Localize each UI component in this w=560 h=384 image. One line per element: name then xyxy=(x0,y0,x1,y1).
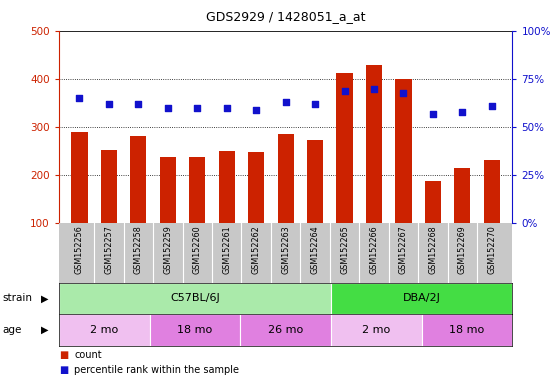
Text: GSM152258: GSM152258 xyxy=(134,225,143,274)
Text: 2 mo: 2 mo xyxy=(362,325,390,335)
Text: GSM152257: GSM152257 xyxy=(104,225,113,274)
Text: GSM152261: GSM152261 xyxy=(222,225,231,273)
Point xyxy=(104,101,113,107)
Point xyxy=(75,95,84,101)
Bar xyxy=(150,314,240,346)
Text: ■: ■ xyxy=(59,366,68,376)
Bar xyxy=(484,160,500,271)
Bar xyxy=(160,157,176,271)
Point xyxy=(458,109,467,115)
Point xyxy=(193,105,202,111)
Text: age: age xyxy=(3,325,22,335)
Point xyxy=(311,101,320,107)
Bar xyxy=(189,157,206,271)
Text: 18 mo: 18 mo xyxy=(178,325,212,335)
Text: percentile rank within the sample: percentile rank within the sample xyxy=(74,366,240,376)
Point xyxy=(164,105,172,111)
Text: GSM152262: GSM152262 xyxy=(251,225,260,274)
Text: GSM152265: GSM152265 xyxy=(340,225,349,274)
Text: ▶: ▶ xyxy=(41,325,48,335)
Bar xyxy=(425,181,441,271)
Point xyxy=(370,86,379,92)
Text: 2 mo: 2 mo xyxy=(90,325,118,335)
Text: GSM152256: GSM152256 xyxy=(75,225,84,274)
Bar xyxy=(248,152,264,271)
Bar xyxy=(59,314,150,346)
Point xyxy=(134,101,143,107)
Bar xyxy=(337,73,353,271)
Text: GSM152259: GSM152259 xyxy=(164,225,172,274)
Text: GSM152267: GSM152267 xyxy=(399,225,408,274)
Text: GDS2929 / 1428051_a_at: GDS2929 / 1428051_a_at xyxy=(206,10,365,23)
Text: 26 mo: 26 mo xyxy=(268,325,303,335)
Bar xyxy=(101,150,117,271)
Point xyxy=(399,89,408,96)
Bar xyxy=(307,140,323,271)
Text: strain: strain xyxy=(3,293,33,303)
Text: GSM152260: GSM152260 xyxy=(193,225,202,273)
Bar xyxy=(331,314,422,346)
Text: GSM152266: GSM152266 xyxy=(370,225,379,273)
Text: count: count xyxy=(74,350,102,360)
Bar xyxy=(395,79,412,271)
Bar xyxy=(366,65,382,271)
Text: GSM152270: GSM152270 xyxy=(487,225,496,274)
Text: ■: ■ xyxy=(59,350,68,360)
Bar xyxy=(331,283,512,314)
Text: GSM152269: GSM152269 xyxy=(458,225,467,274)
Bar xyxy=(59,283,331,314)
Text: GSM152263: GSM152263 xyxy=(281,225,290,273)
Point xyxy=(487,103,496,109)
Bar xyxy=(278,134,293,271)
Text: GSM152268: GSM152268 xyxy=(428,225,437,273)
Bar xyxy=(130,136,146,271)
Point xyxy=(428,111,437,117)
Bar xyxy=(454,168,470,271)
Point xyxy=(340,88,349,94)
Bar xyxy=(422,314,512,346)
Text: DBA/2J: DBA/2J xyxy=(403,293,441,303)
Bar xyxy=(218,151,235,271)
Text: 18 mo: 18 mo xyxy=(450,325,484,335)
Point xyxy=(281,99,290,105)
Point xyxy=(222,105,231,111)
Bar xyxy=(240,314,331,346)
Text: C57BL/6J: C57BL/6J xyxy=(170,293,220,303)
Text: GSM152264: GSM152264 xyxy=(311,225,320,273)
Point xyxy=(251,107,260,113)
Bar xyxy=(71,132,87,271)
Text: ▶: ▶ xyxy=(41,293,48,303)
